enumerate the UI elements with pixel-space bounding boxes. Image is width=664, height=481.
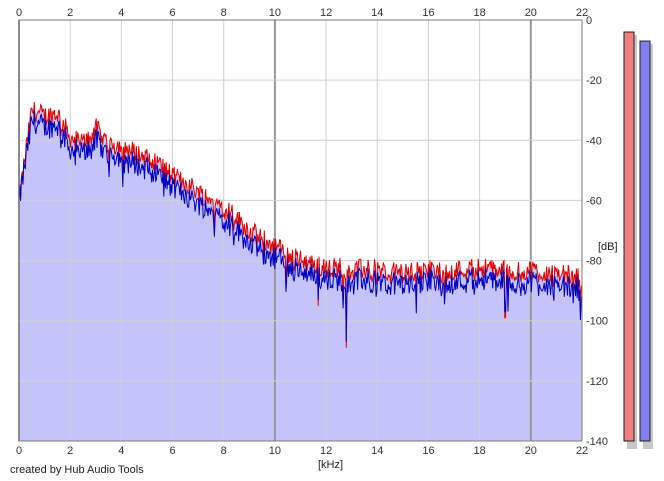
y-tick-label: -80 [586,256,602,268]
spectrum-line-channel-1 [18,101,583,348]
y-tick-label: -60 [586,195,602,207]
plot-frame [18,19,583,442]
x-tick-label-top: 20 [525,7,537,19]
y-tick-label: -20 [586,75,602,87]
x-tick-label-top: 12 [320,7,332,19]
y-tick-label: -40 [586,135,602,147]
x-tick-label-top: 0 [16,7,22,19]
x-tick-label-bottom: 18 [474,445,486,457]
x-axis-label: [kHz] [318,459,343,471]
x-tick-label-top: 8 [221,7,227,19]
y-axis-label: [dB] [598,241,618,253]
x-tick-label-bottom: 20 [525,445,537,457]
x-tick-label-top: 14 [371,7,383,19]
x-tick-label-top: 22 [576,7,588,19]
spectrum-line-channel-2 [18,110,583,342]
x-tick-label-bottom: 6 [169,445,175,457]
x-tick-label-bottom: 12 [320,445,332,457]
x-tick-label-top: 18 [474,7,486,19]
spectrum-fill-area [19,102,582,441]
y-tick-label: -100 [586,316,608,328]
x-tick-label-bottom: 14 [371,445,383,457]
x-tick-label-bottom: 4 [118,445,124,457]
y-tick-label: -120 [586,376,608,388]
level-meter-2 [639,40,651,442]
x-tick-label-top: 6 [169,7,175,19]
x-tick-label-bottom: 0 [16,445,22,457]
y-tick-label: -140 [586,436,608,448]
x-tick-label-bottom: 10 [269,445,281,457]
x-tick-label-top: 10 [269,7,281,19]
x-tick-label-top: 2 [67,7,73,19]
x-tick-label-bottom: 16 [422,445,434,457]
level-meter-1 [623,31,635,442]
x-tick-label-top: 4 [118,7,124,19]
x-tick-label-top: 16 [422,7,434,19]
credit-text: created by Hub Audio Tools [10,464,144,476]
x-tick-label-bottom: 2 [67,445,73,457]
x-tick-label-bottom: 22 [576,445,588,457]
x-tick-label-bottom: 8 [221,445,227,457]
y-tick-label: 0 [586,15,592,27]
